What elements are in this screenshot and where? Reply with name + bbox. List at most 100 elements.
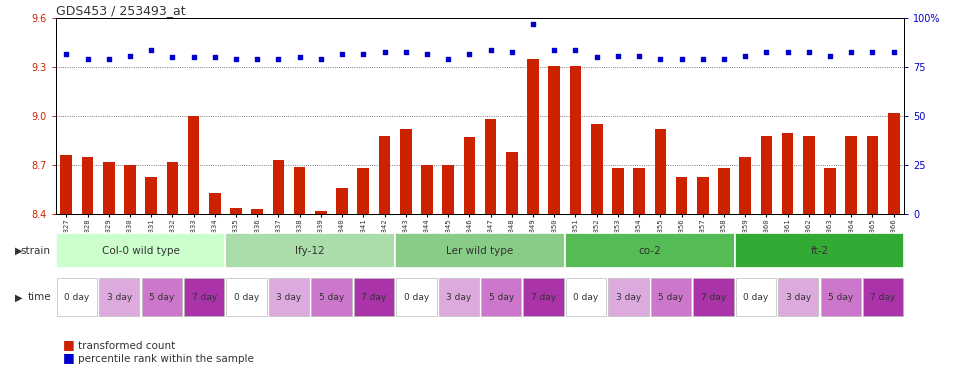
Point [334, 51, 349, 56]
Bar [867, 136, 878, 214]
Text: GDS453 / 253493_at: GDS453 / 253493_at [56, 4, 185, 17]
Point [228, 56, 244, 62]
Bar [718, 168, 730, 214]
Text: 3 day: 3 day [446, 293, 471, 302]
Bar [396, 279, 437, 316]
Point [271, 56, 286, 62]
Point [695, 56, 710, 62]
Bar [226, 233, 396, 268]
Bar [166, 162, 179, 214]
Bar [569, 66, 582, 214]
Text: ▶: ▶ [15, 246, 23, 256]
Bar [56, 233, 226, 268]
Bar [57, 279, 97, 316]
Bar [821, 279, 861, 316]
Bar [311, 279, 351, 316]
Bar [781, 132, 794, 214]
Bar [760, 136, 772, 214]
Point [525, 21, 540, 27]
Text: 7 day: 7 day [192, 293, 217, 302]
Text: transformed count: transformed count [78, 341, 175, 351]
Text: 0 day: 0 day [404, 293, 429, 302]
Bar [227, 279, 267, 316]
Bar [697, 176, 708, 214]
Point [780, 49, 795, 55]
Text: 7 day: 7 day [361, 293, 387, 302]
Text: 3 day: 3 day [107, 293, 132, 302]
Point [716, 56, 732, 62]
Point [758, 49, 774, 55]
Bar [269, 279, 309, 316]
Point [653, 56, 668, 62]
Point [441, 56, 456, 62]
Point [823, 53, 838, 59]
Bar [485, 119, 496, 214]
Text: 7 day: 7 day [701, 293, 726, 302]
Bar [184, 279, 225, 316]
Bar [779, 279, 818, 316]
Point [165, 55, 180, 60]
Text: strain: strain [21, 246, 51, 256]
Bar [523, 279, 564, 316]
Bar [252, 209, 263, 214]
Point [80, 56, 95, 62]
Text: co-2: co-2 [638, 246, 661, 256]
Bar [566, 279, 606, 316]
Text: Ler wild type: Ler wild type [446, 246, 514, 256]
Bar [421, 165, 433, 214]
Point [313, 56, 328, 62]
Point [59, 51, 74, 56]
Point [186, 55, 202, 60]
Point [886, 49, 901, 55]
Bar [209, 193, 221, 214]
Point [355, 51, 371, 56]
Point [292, 55, 307, 60]
Bar [396, 233, 564, 268]
Point [504, 49, 519, 55]
Bar [145, 176, 157, 214]
Bar [294, 167, 305, 214]
Point [737, 53, 753, 59]
Bar [273, 160, 284, 214]
Point [674, 56, 689, 62]
Text: 3 day: 3 day [785, 293, 811, 302]
Bar [846, 136, 857, 214]
Bar [506, 152, 517, 214]
Text: 0 day: 0 day [573, 293, 599, 302]
Bar [564, 233, 734, 268]
Bar [60, 156, 72, 214]
Bar [803, 136, 815, 214]
Bar [676, 176, 687, 214]
Bar [481, 279, 521, 316]
Text: 3 day: 3 day [276, 293, 301, 302]
Point [483, 47, 498, 53]
Point [462, 51, 477, 56]
Point [377, 49, 393, 55]
Bar [357, 168, 370, 214]
Text: ft-2: ft-2 [810, 246, 828, 256]
Bar [99, 279, 139, 316]
Bar [336, 188, 348, 214]
Text: 3 day: 3 day [616, 293, 641, 302]
Bar [230, 208, 242, 214]
Text: 7 day: 7 day [871, 293, 896, 302]
Point [802, 49, 817, 55]
Bar [464, 137, 475, 214]
Bar [634, 168, 645, 214]
Bar [527, 59, 539, 214]
Bar [142, 279, 181, 316]
Bar [888, 113, 900, 214]
Bar [188, 116, 200, 214]
Bar [590, 124, 603, 214]
Bar [693, 279, 733, 316]
Text: 5 day: 5 day [319, 293, 344, 302]
Bar [82, 157, 93, 214]
Text: 5 day: 5 day [659, 293, 684, 302]
Point [122, 53, 137, 59]
Bar [124, 165, 135, 214]
Text: percentile rank within the sample: percentile rank within the sample [78, 354, 253, 364]
Bar [734, 233, 904, 268]
Point [207, 55, 223, 60]
Point [250, 56, 265, 62]
Point [398, 49, 414, 55]
